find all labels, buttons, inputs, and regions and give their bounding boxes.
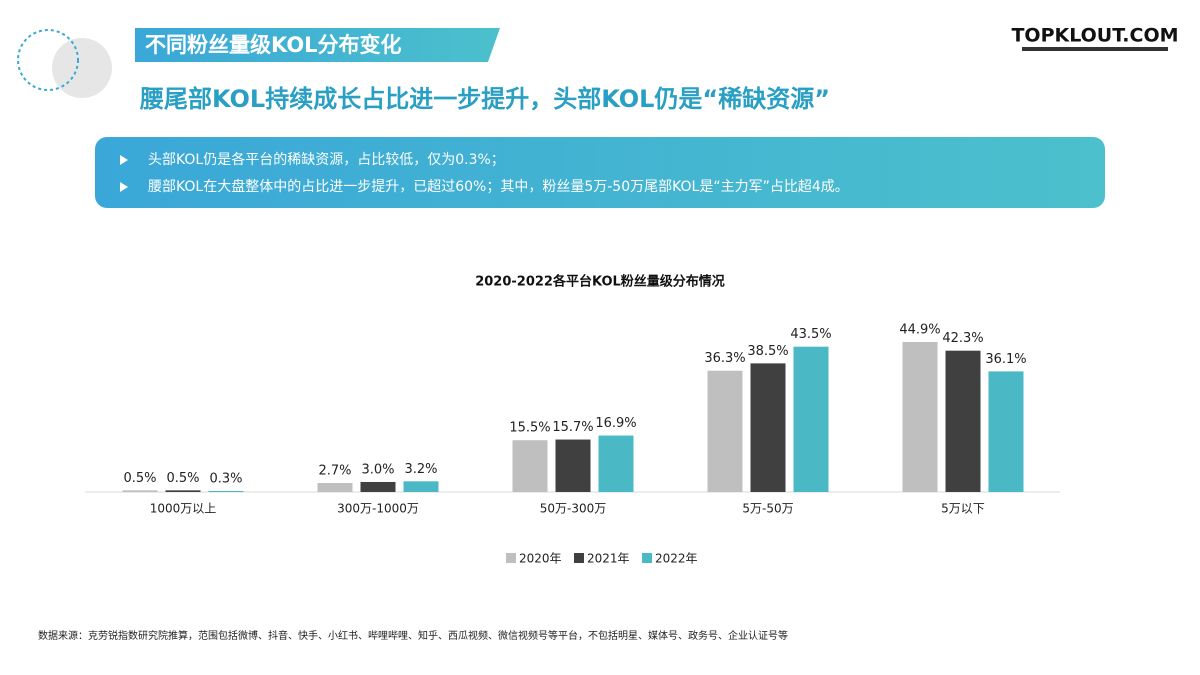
bar [360,481,396,492]
data-label: 36.1% [985,352,1026,367]
bar [512,440,548,492]
chart: 1000万以上 0.5% 0.5% 0.3% 300万-1000万 2.7% 3.0% 3.2… [85,323,1060,566]
bar [707,370,743,492]
data-label: 43.5% [790,327,831,342]
data-label: 0.5% [123,471,156,486]
x-tick-label: 5万-50万 [742,502,793,516]
bar [598,435,634,492]
bar [988,371,1024,492]
data-label: 16.9% [595,416,636,431]
data-label: 44.9% [899,323,940,338]
chart-title: 2020-2022各平台KOL粉丝量级分布情况 [475,274,725,290]
data-label: 3.2% [404,462,437,477]
data-label: 36.3% [704,351,745,366]
bar [317,482,353,492]
legend-label: 2021年 [587,552,630,566]
bar [165,490,201,492]
logo: TOPKLOUT.COM [1011,25,1178,47]
bar [555,439,591,492]
bar [945,350,981,492]
bar [122,490,158,492]
data-label: 3.0% [361,462,394,477]
bar [793,346,829,492]
bar [208,490,244,492]
data-label: 15.7% [552,420,593,435]
data-label: 42.3% [942,331,983,346]
legend-label: 2020年 [519,552,562,566]
data-label: 0.3% [209,471,242,486]
bullet: 头部KOL仍是各平台的稀缺资源，占比较低，仅为0.3%； [148,152,505,168]
logo-bar [1022,47,1168,51]
bullet-arrow [120,155,128,165]
bar [750,363,786,492]
x-tick-label: 5万以下 [941,502,985,516]
data-label: 0.5% [166,471,199,486]
header-subtitle: 腰尾部KOL持续成长占比进一步提升，头部KOL仍是“稀缺资源” [139,85,830,113]
source-note: 数据来源：克劳锐指数研究院推算，范围包括微博、抖音、快手、小红书、哔哩哔哩、知乎… [38,629,788,642]
decor-circles [17,29,112,98]
bullet-arrow [120,182,128,192]
bullet-box [95,137,1105,208]
x-tick-label: 1000万以上 [150,502,217,516]
data-label: 2.7% [318,463,351,478]
header-title: 不同粉丝量级KOL分布变化 [145,33,402,57]
legend-swatch [642,553,652,563]
legend-label: 2022年 [655,552,698,566]
legend-swatch [506,553,516,563]
data-label: 38.5% [747,344,788,359]
data-label: 15.5% [509,421,550,436]
legend-swatch [574,553,584,563]
bar [403,481,439,492]
title-ribbon [135,28,500,62]
x-tick-label: 300万-1000万 [337,502,419,516]
bullet: 腰部KOL在大盘整体中的占比进一步提升，已超过60%；其中，粉丝量5万-50万尾… [148,178,849,195]
x-tick-label: 50万-300万 [540,502,607,516]
bar [902,342,938,492]
